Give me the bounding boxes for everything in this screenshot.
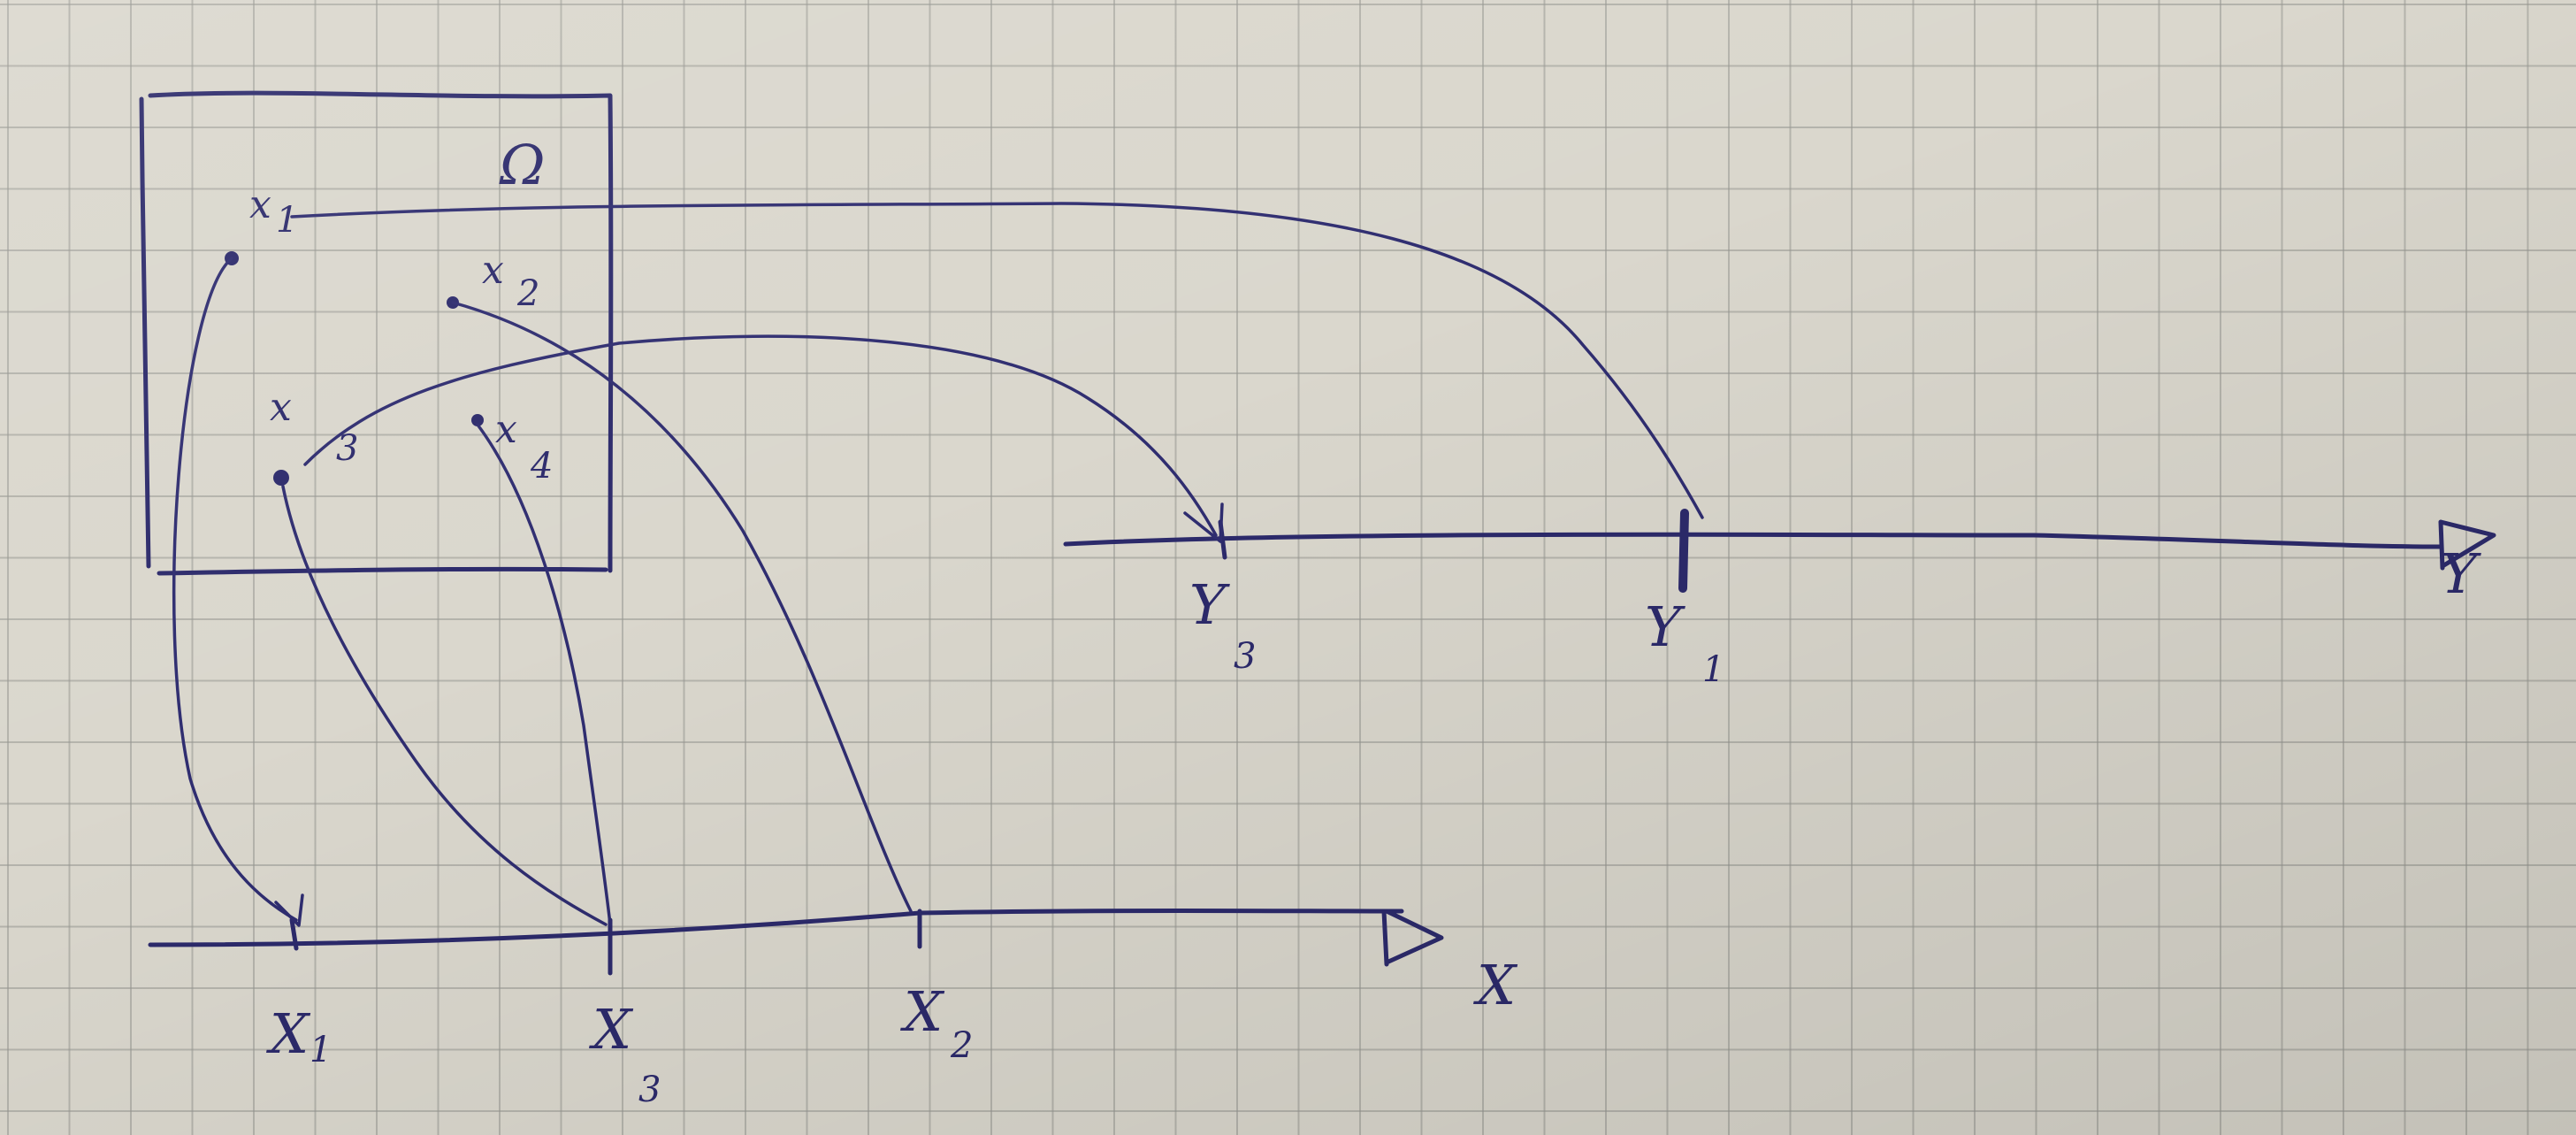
curve-x4-to-X3 xyxy=(476,423,612,926)
omega-box xyxy=(139,90,614,576)
x-axis-label: X xyxy=(1473,953,1518,1017)
tick-label-y3-sub: 3 xyxy=(1234,636,1256,677)
point-x3-name: x xyxy=(270,385,292,430)
point-x1-sub: 1 xyxy=(276,200,298,241)
tick-label-x2-name: X xyxy=(900,979,945,1044)
point-x4-name: x xyxy=(495,407,517,452)
tick-x1 xyxy=(289,917,299,951)
tick-label-x2-sub: 2 xyxy=(950,1025,973,1066)
point-x3-dot xyxy=(273,470,289,486)
arrowhead-Y3 xyxy=(1183,502,1224,543)
point-x1-name: x xyxy=(249,182,271,227)
arrowhead-X1 xyxy=(274,893,304,927)
point-x4-sub: 4 xyxy=(530,446,553,487)
curve-x3-to-X3 xyxy=(281,485,608,926)
curve-x2-to-X2 xyxy=(451,301,913,913)
point-x4-dot xyxy=(471,414,484,426)
tick-label-x1-sub: 1 xyxy=(310,1030,332,1070)
tick-label-y1-name: Y xyxy=(1645,594,1685,659)
curve-x3-to-Y3 xyxy=(303,334,1218,537)
y-axis-label: Y xyxy=(2441,541,2481,606)
point-x2-sub: 2 xyxy=(516,273,539,314)
tick-label-x3-name: X xyxy=(589,997,634,1062)
tick-label-y1-sub: 1 xyxy=(1702,649,1724,690)
omega-label: Ω xyxy=(499,133,545,197)
y-axis-line xyxy=(1063,532,2443,549)
point-x2-name: x xyxy=(482,248,504,293)
curve-x1-to-X1 xyxy=(172,257,298,922)
tick-label-y3-name: Y xyxy=(1189,572,1230,637)
tick-y1 xyxy=(1678,509,1689,593)
curve-x1-to-Y1 xyxy=(290,202,1704,519)
x-axis-arrowhead xyxy=(1381,909,1444,967)
tick-label-x3-sub: 3 xyxy=(638,1070,661,1110)
tick-label-x1-name: X xyxy=(266,1001,311,1066)
x-axis-line xyxy=(148,909,1404,947)
y-axis-arrowhead xyxy=(2438,519,2496,571)
point-x3-sub: 3 xyxy=(336,428,358,469)
